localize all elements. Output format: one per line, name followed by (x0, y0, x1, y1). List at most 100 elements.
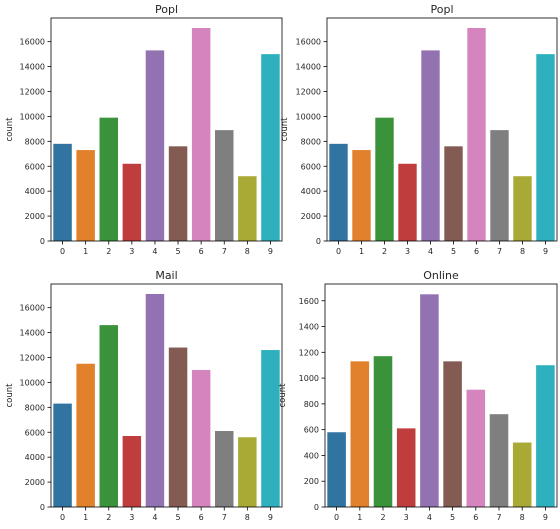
x-tick-label: 2 (106, 513, 111, 522)
y-axis-label: count (5, 117, 15, 142)
bar-8 (512, 442, 532, 507)
subplot-2: Mail 0 2000 4000 6000 8000 10000 12000 14000 1600… (5, 269, 283, 522)
x-tick-label: 6 (199, 247, 204, 256)
y-tick-label: 10000 (20, 112, 45, 121)
y-tick-label: 800 (304, 400, 319, 409)
subplot-3: Online 0 200 400 600 800 1000 1200 1400 1600 0 1 2 3 4… (278, 269, 558, 522)
x-tick-label: 2 (382, 247, 387, 256)
y-tick-label: 12000 (296, 88, 321, 97)
x-tick-label: 2 (380, 513, 385, 522)
x-tick-label: 1 (83, 513, 88, 522)
x-tick-label: 5 (176, 247, 181, 256)
x-tick-label: 3 (129, 513, 134, 522)
y-tick-label: 10000 (20, 378, 45, 387)
y-tick-label: 0 (316, 237, 321, 246)
y-tick-label: 0 (40, 503, 45, 512)
bar-1 (350, 361, 370, 507)
bar-8 (238, 176, 257, 241)
bar-7 (489, 414, 509, 507)
x-tick-label: 0 (60, 247, 65, 256)
x-tick-label: 1 (83, 247, 88, 256)
x-tick-label: 3 (129, 247, 134, 256)
bar-4 (420, 294, 439, 507)
y-tick-label: 1000 (299, 374, 319, 383)
y-tick-label: 2000 (301, 212, 321, 221)
y-tick-label: 2000 (25, 478, 45, 487)
bar-6 (466, 389, 486, 507)
bar-0 (327, 432, 346, 507)
x-tick-label: 7 (222, 513, 227, 522)
x-tick-label: 6 (199, 513, 204, 522)
x-tick-label: 5 (450, 513, 455, 522)
y-tick-label: 4000 (25, 453, 45, 462)
y-tick-label: 10000 (296, 112, 321, 121)
y-tick-label: 0 (314, 503, 319, 512)
x-tick-label: 0 (60, 513, 65, 522)
y-tick-label: 0 (40, 237, 45, 246)
y-tick-label: 4000 (25, 187, 45, 196)
x-tick-label: 4 (152, 513, 157, 522)
chart-title: Mail (155, 269, 177, 282)
bar-8 (238, 437, 257, 507)
y-tick-label: 400 (304, 451, 319, 460)
y-tick-label: 200 (304, 477, 319, 486)
x-tick-label: 2 (106, 247, 111, 256)
x-tick-label: 9 (543, 247, 548, 256)
bar-5 (443, 361, 462, 507)
x-tick-label: 0 (336, 247, 341, 256)
x-tick-label: 9 (543, 513, 548, 522)
bar-7 (215, 431, 234, 507)
x-tick-label: 5 (176, 513, 181, 522)
y-tick-label: 6000 (301, 162, 321, 171)
bar-2 (375, 117, 394, 241)
bar-1 (352, 150, 371, 241)
y-tick-label: 12000 (20, 88, 45, 97)
bar-0 (53, 403, 72, 507)
bar-0 (329, 143, 348, 241)
bar-9 (536, 54, 555, 241)
y-tick-label: 14000 (20, 329, 45, 338)
axes-frame (50, 283, 283, 508)
bar-6 (191, 27, 211, 241)
bar-5 (444, 146, 463, 241)
bar-5 (168, 347, 188, 507)
x-tick-label: 5 (451, 247, 456, 256)
bar-7 (490, 130, 509, 241)
x-tick-label: 9 (268, 513, 273, 522)
x-tick-label: 4 (427, 513, 432, 522)
y-tick-label: 14000 (296, 63, 321, 72)
bar-7 (215, 130, 234, 241)
y-tick-label: 6000 (25, 162, 45, 171)
bar-3 (398, 163, 417, 241)
y-tick-label: 12000 (20, 354, 45, 363)
bar-0 (53, 143, 72, 241)
y-axis-label: count (5, 383, 15, 408)
x-tick-label: 7 (222, 247, 227, 256)
bar-2 (373, 356, 393, 507)
x-tick-label: 1 (359, 247, 364, 256)
bar-6 (467, 27, 486, 241)
y-tick-label: 600 (304, 426, 319, 435)
axes-frame (324, 283, 558, 508)
bar-1 (76, 150, 95, 241)
bar-9 (536, 365, 555, 507)
chart-title: Popl (155, 3, 178, 16)
bar-2 (99, 117, 118, 241)
bar-4 (421, 50, 440, 241)
x-tick-label: 9 (268, 247, 273, 256)
bar-9 (261, 54, 280, 241)
x-tick-label: 7 (497, 247, 502, 256)
x-tick-label: 8 (520, 247, 525, 256)
bar-6 (191, 369, 211, 507)
x-tick-label: 3 (404, 513, 409, 522)
y-tick-label: 1200 (299, 348, 319, 357)
chart-title: Popl (430, 3, 453, 16)
y-tick-label: 16000 (296, 38, 321, 47)
bar-4 (145, 293, 165, 507)
axes-frame (50, 17, 283, 242)
y-tick-label: 2000 (25, 212, 45, 221)
y-tick-label: 1600 (299, 297, 319, 306)
subplot-1: Popl 0 2000 4000 6000 8000 10000 12000 14000 1600… (280, 3, 558, 256)
x-tick-label: 1 (357, 513, 362, 522)
